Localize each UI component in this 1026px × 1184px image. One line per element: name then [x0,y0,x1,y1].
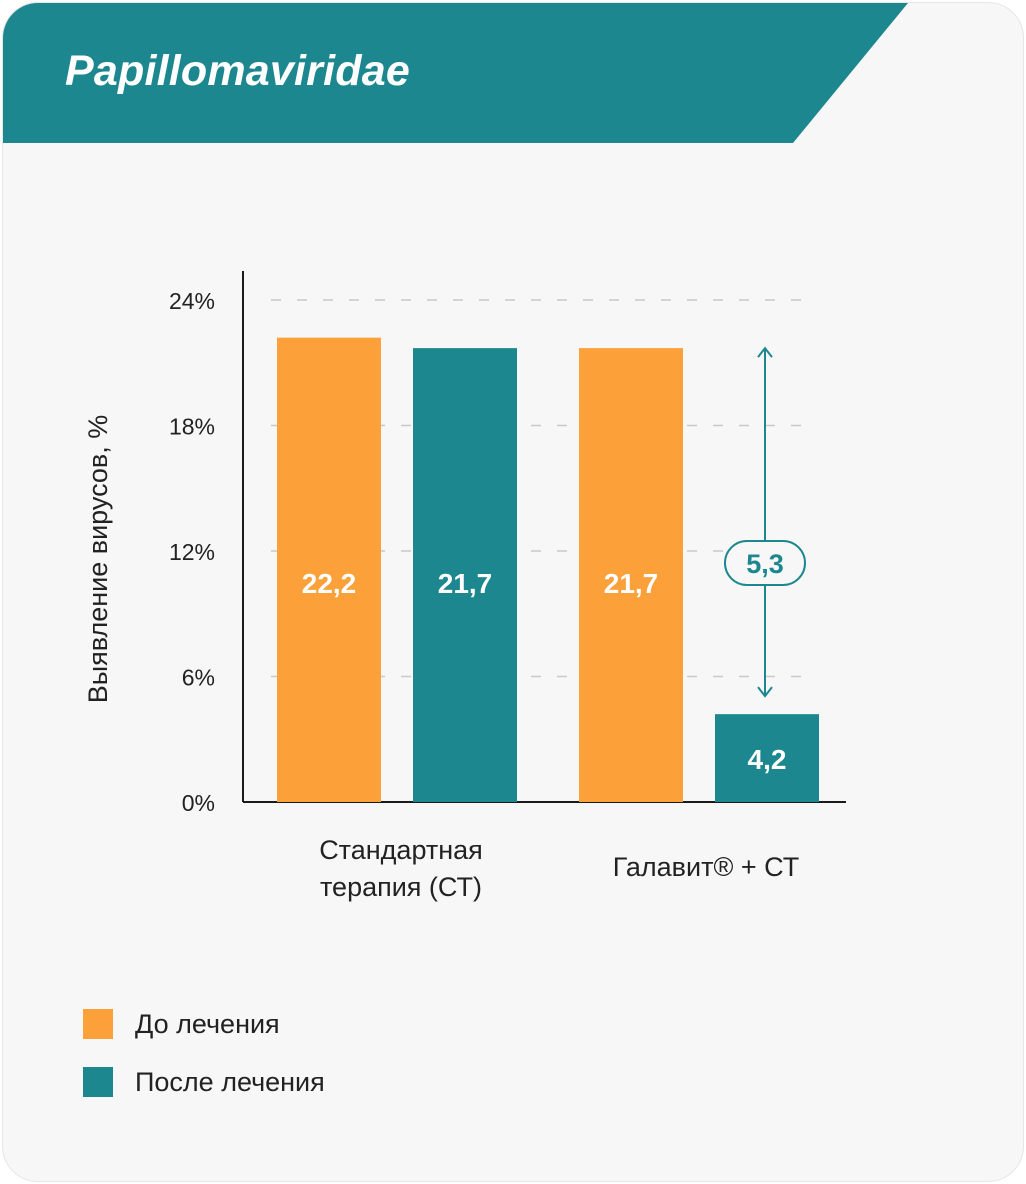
y-tick-label: 24% [169,288,215,314]
difference-badge [724,540,806,586]
bar-value-label: 21,7 [604,568,659,599]
arrow-head-up-icon [757,346,773,358]
legend-swatch-after [83,1067,113,1097]
bar-chart: 0% 6% 12% 18% 24% Выявление вирусов, % 22,2 21,… [83,271,846,902]
header-banner [3,3,908,143]
bar-value-label: 21,7 [438,568,493,599]
legend: До лечения После лечения [83,1009,325,1125]
legend-label-before: До лечения [135,1008,280,1039]
bar-after-0 [413,348,517,802]
y-tick-label: 6% [182,665,215,691]
difference-value: 5,3 [746,549,784,579]
x-category-label: Стандартная [319,835,483,865]
chart-title: Papillomaviridae [65,47,410,95]
bar-after-1 [715,714,819,802]
legend-item-before: До лечения [83,1009,325,1039]
x-category-label: Галавит® + СТ [613,852,799,882]
y-tick-label: 0% [182,790,215,816]
legend-item-after: После лечения [83,1067,325,1097]
legend-swatch-before [83,1009,113,1039]
legend-label-after: После лечения [135,1066,325,1097]
bar-before-1 [579,348,683,802]
bar-before-0 [277,337,381,802]
y-tick-label: 12% [169,539,215,565]
bar-value-label: 22,2 [302,568,357,599]
y-tick-label: 18% [169,414,215,440]
y-axis-label: Выявление вирусов, % [83,415,113,704]
bar-value-label: 4,2 [748,744,787,775]
x-category-label: терапия (СТ) [320,872,482,902]
arrow-head-down-icon [757,686,773,698]
